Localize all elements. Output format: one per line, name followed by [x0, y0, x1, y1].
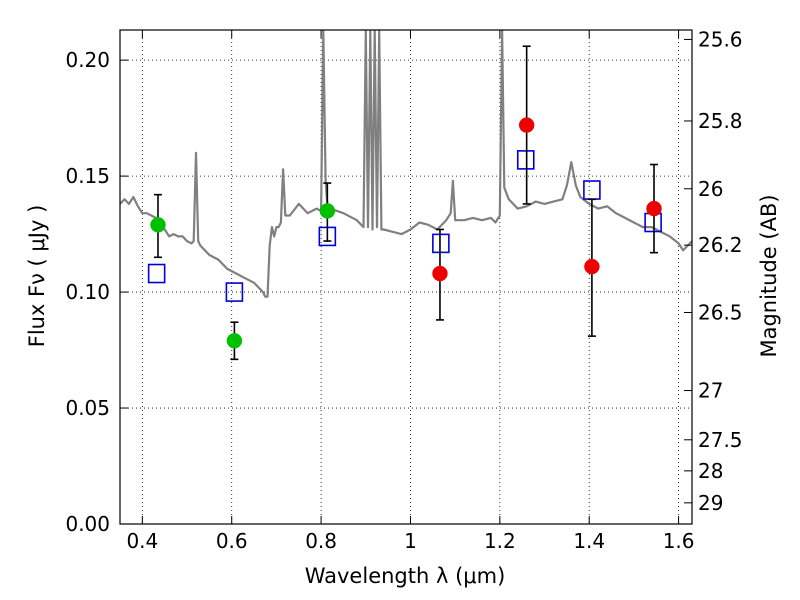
observed-flux-point	[646, 200, 662, 217]
y-tick-label: 0.10	[65, 280, 110, 304]
magnitude-tick-label: 26.2	[698, 233, 743, 257]
magnitude-tick-label: 25.6	[698, 27, 743, 51]
x-tick-label: 0.8	[305, 529, 337, 553]
y-tick-label: 0.05	[65, 396, 110, 420]
y-tick-label: 0.00	[65, 512, 110, 536]
x-tick-label: 1.2	[484, 529, 516, 553]
x-axis-label: Wavelength λ (μm)	[305, 564, 506, 588]
observed-flux-point	[518, 117, 535, 133]
model-spectrum	[120, 30, 692, 298]
y-tick-label: 0.20	[65, 48, 110, 72]
x-tick-label: 1	[404, 529, 417, 553]
model-flux-square	[583, 180, 601, 200]
magnitude-tick-label: 25.8	[698, 109, 743, 133]
observed-flux-point	[432, 265, 448, 282]
observed-flux-point	[319, 203, 336, 219]
x-tick-label: 0.6	[216, 529, 248, 553]
y-tick-label: 0.15	[65, 164, 110, 188]
x-tick-label: 1.4	[573, 529, 605, 553]
magnitude-tick-label: 27.5	[698, 428, 743, 452]
tick-labels: 0.4 0.6 0.8 1 1.2 1.4 1.6 0.00 0.05 0.10 0.15 0.20 2…	[65, 27, 742, 553]
model-flux-square	[516, 150, 535, 170]
model-flux-square	[432, 233, 450, 254]
magnitude-tick-label: 29	[698, 491, 723, 515]
observed-flux-point	[584, 258, 600, 275]
plot-frame	[119, 29, 693, 525]
observed-flux-point	[150, 217, 166, 233]
magnitude-axis-label: Magnitude (AB)	[757, 194, 781, 357]
observed-flux-point	[226, 333, 243, 349]
photometry-points	[147, 45, 662, 361]
x-tick-label: 0.4	[126, 529, 158, 553]
magnitude-tick-label: 28	[698, 459, 723, 483]
magnitude-tick-label: 26.5	[698, 300, 743, 324]
grid	[120, 30, 692, 524]
x-tick-label: 1.6	[663, 529, 695, 553]
y-axis-label: Flux Fν ( μJy )	[25, 205, 49, 348]
magnitude-tick-label: 27	[698, 379, 723, 403]
model-flux-square	[225, 282, 244, 302]
model-spectrum-line	[120, 30, 692, 298]
magnitude-tick-label: 26	[698, 177, 723, 201]
model-flux-square	[147, 263, 166, 284]
ticks	[120, 30, 692, 525]
